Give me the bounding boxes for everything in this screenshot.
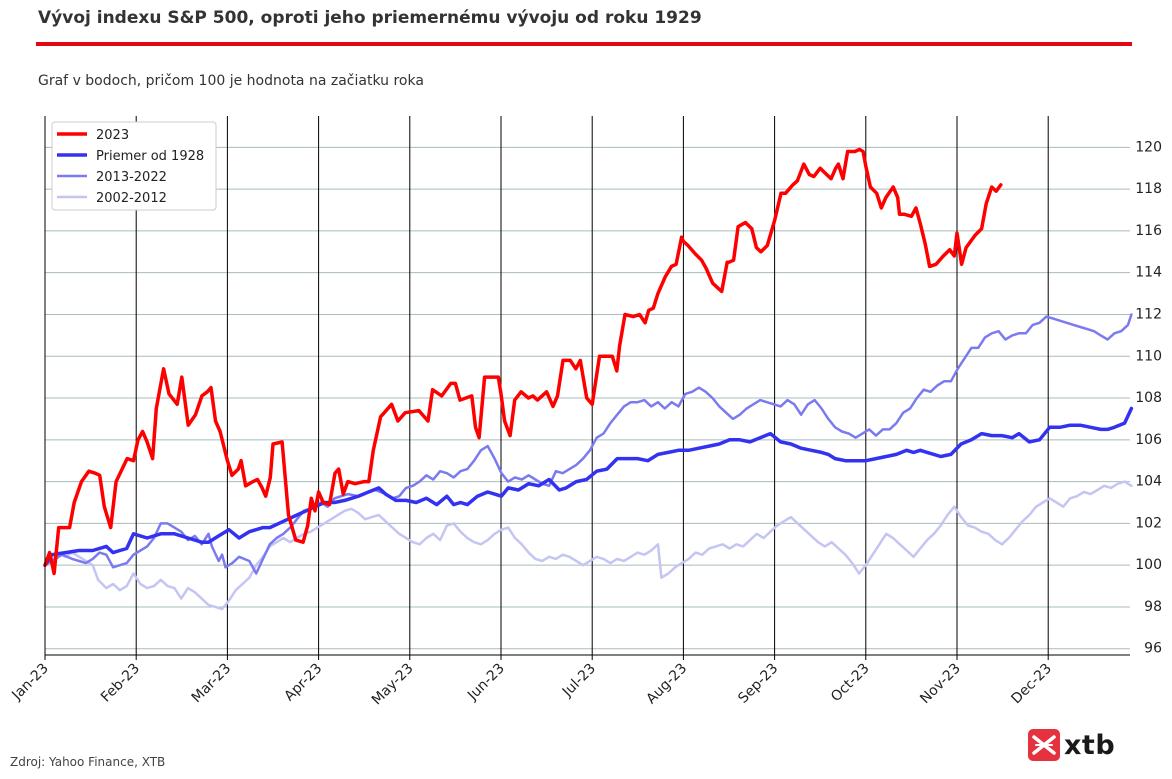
xtb-logo-mark-icon bbox=[1028, 729, 1060, 761]
x-tick-label: May-23 bbox=[369, 661, 417, 709]
vertical-gridlines bbox=[135, 116, 1049, 655]
x-tick-label: Apr-23 bbox=[281, 661, 325, 705]
legend: 2023 Priemer od 1928 2013-2022 2002-2012 bbox=[51, 121, 217, 211]
x-tick-label: Jul-23 bbox=[559, 661, 599, 701]
y-tick-label: 98 bbox=[1144, 599, 1162, 615]
y-tick-labels: 96 98 100 102 104 106 108 110 112 114 116 118 120 bbox=[1135, 139, 1162, 656]
x-tick-label: Jan-23 bbox=[8, 661, 51, 704]
series-line-2023 bbox=[43, 147, 1003, 576]
x-tick-labels: Jan-23 Feb-23 Mar-23 Apr-23 May-23 Jun-23 Jul-… bbox=[8, 661, 1055, 709]
xtb-logo-text: xtb bbox=[1064, 729, 1116, 761]
x-tick-label: Feb-23 bbox=[98, 661, 143, 706]
series-line-2013-2022 bbox=[43, 313, 1133, 575]
y-tick-label: 102 bbox=[1135, 515, 1162, 531]
y-tick-label: 120 bbox=[1135, 139, 1162, 155]
legend-entry: Priemer od 1928 bbox=[96, 149, 204, 164]
x-tick-label: Sep-23 bbox=[735, 661, 781, 707]
y-tick-label: 104 bbox=[1135, 474, 1162, 490]
x-tick-label: Jun-23 bbox=[464, 661, 508, 705]
y-tick-label: 100 bbox=[1135, 557, 1162, 573]
chart-title: Vývoj indexu S&P 500, oproti jeho prieme… bbox=[38, 8, 702, 28]
legend-entry: 2013-2022 bbox=[96, 170, 167, 185]
axes bbox=[44, 116, 1130, 660]
x-tick-label: Oct-23 bbox=[828, 661, 873, 706]
y-tick-label: 96 bbox=[1144, 641, 1162, 657]
legend-entry: 2023 bbox=[96, 128, 129, 143]
xtb-logo: xtb bbox=[1028, 729, 1115, 761]
y-tick-label: 118 bbox=[1135, 181, 1162, 197]
title-divider bbox=[36, 42, 1132, 46]
series-line-2002-2012 bbox=[43, 480, 1133, 611]
y-tick-label: 108 bbox=[1135, 390, 1162, 406]
legend-box bbox=[51, 121, 217, 211]
x-tick-label: Mar-23 bbox=[189, 661, 235, 707]
series-lines bbox=[43, 147, 1134, 611]
y-tick-label: 106 bbox=[1135, 432, 1162, 448]
x-tick-label: Nov-23 bbox=[917, 661, 964, 708]
y-tick-label: 110 bbox=[1135, 348, 1162, 364]
chart-subtitle: Graf v bodoch, pričom 100 je hodnota na … bbox=[38, 73, 424, 89]
y-tick-label: 112 bbox=[1135, 306, 1162, 322]
y-tick-label: 114 bbox=[1135, 265, 1162, 281]
x-tick-label: Dec-23 bbox=[1008, 661, 1055, 708]
legend-entry: 2002-2012 bbox=[96, 191, 167, 206]
x-tick-label: Aug-23 bbox=[643, 661, 690, 708]
y-tick-label: 116 bbox=[1135, 223, 1162, 239]
series-line-priemer-od-1928 bbox=[43, 406, 1134, 567]
source-note: Zdroj: Yahoo Finance, XTB bbox=[10, 755, 166, 769]
